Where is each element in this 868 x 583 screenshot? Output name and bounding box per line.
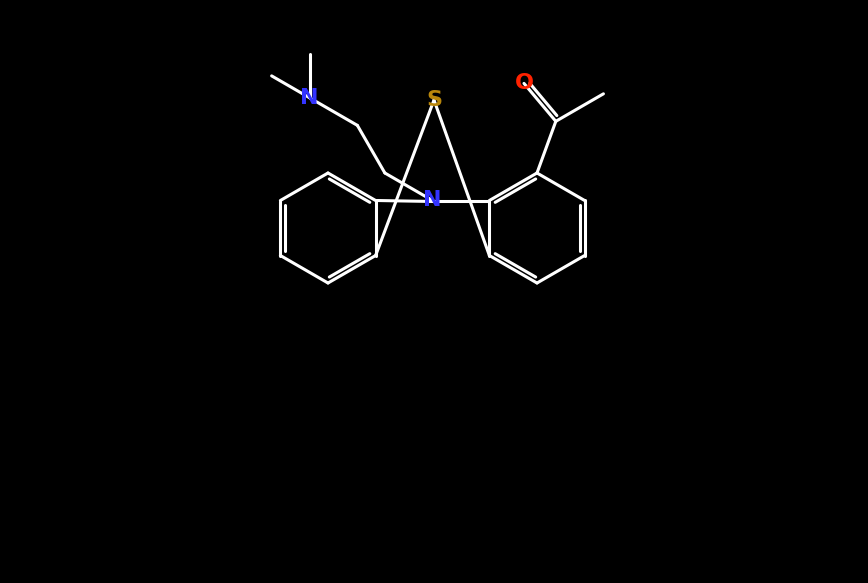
Text: O: O [515,73,534,93]
Text: N: N [300,88,319,108]
Text: S: S [426,90,442,110]
Text: N: N [424,191,442,210]
